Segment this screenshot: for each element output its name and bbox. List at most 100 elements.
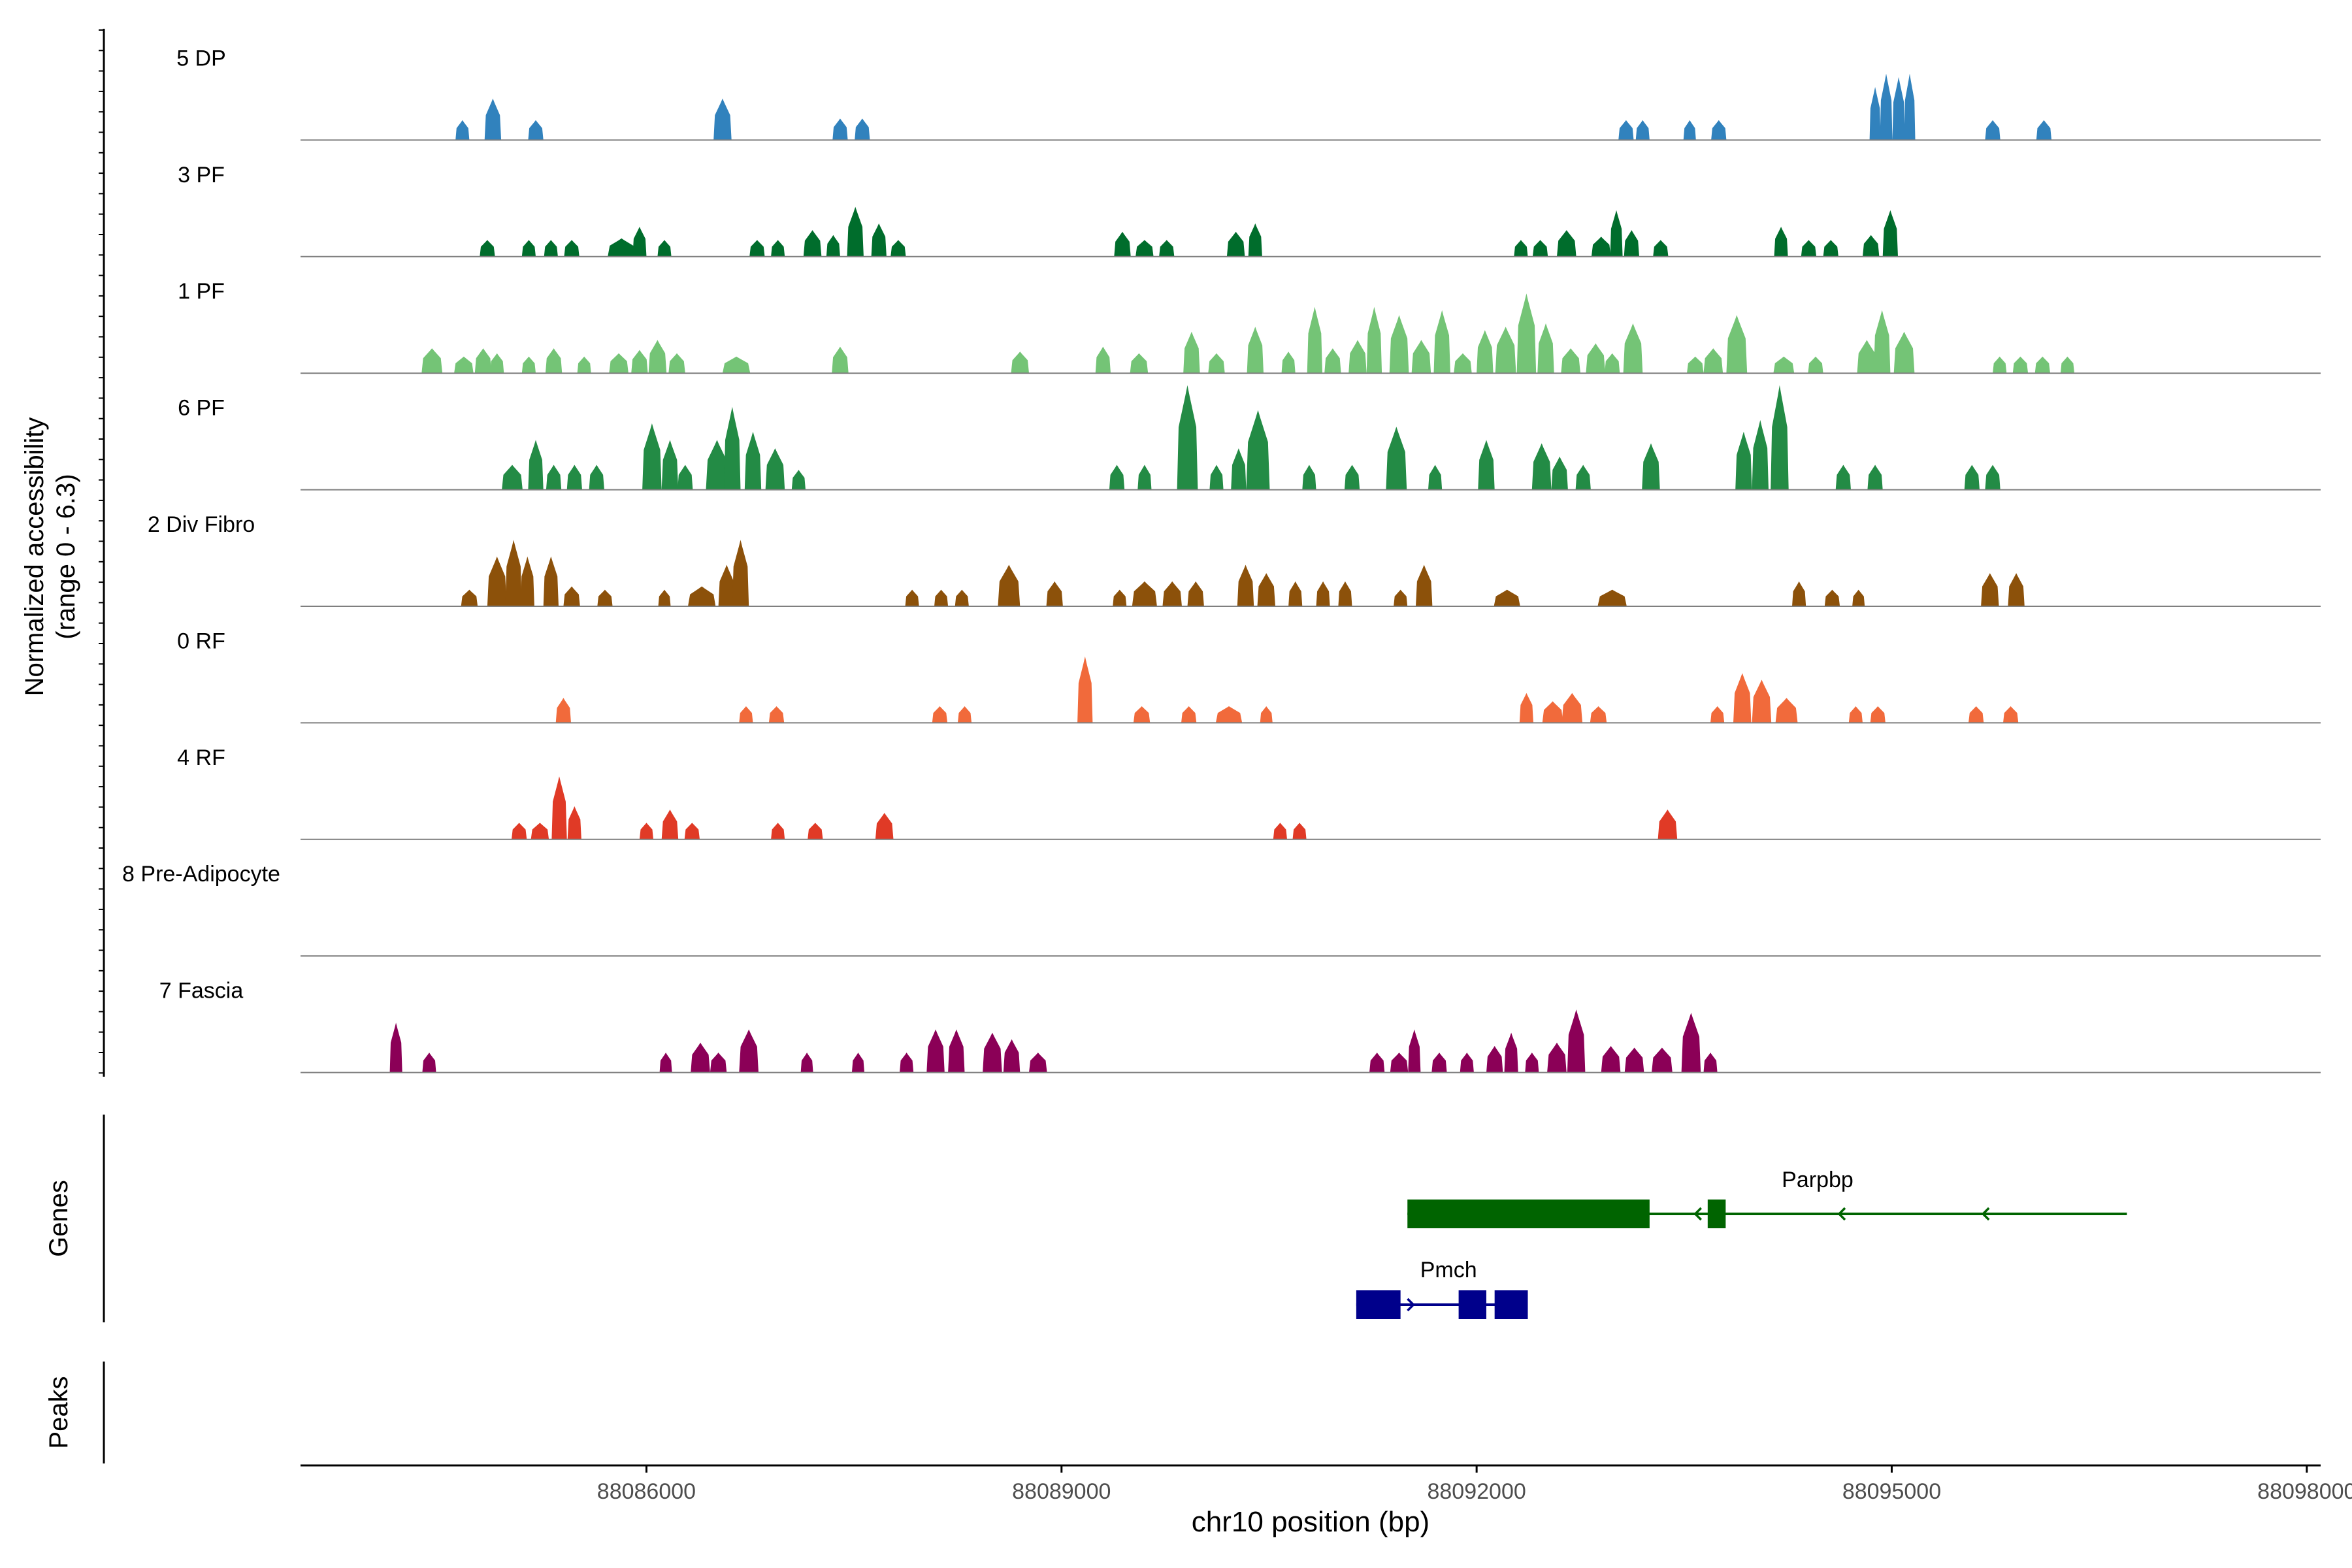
coverage-peak xyxy=(1882,210,1898,257)
coverage-peak xyxy=(1433,310,1450,374)
coverage-peak xyxy=(1537,323,1554,374)
coverage-peak xyxy=(484,98,502,140)
coverage-peak xyxy=(684,823,700,840)
coverage-peak xyxy=(713,98,732,140)
coverage-peak xyxy=(1824,589,1840,606)
coverage-peak xyxy=(1774,227,1788,257)
track-label: 0 RF xyxy=(177,629,225,653)
strand-arrow xyxy=(1837,1207,1846,1221)
coverage-peak xyxy=(875,813,894,840)
coverage-peak xyxy=(1658,809,1678,840)
coverage-peak xyxy=(1231,448,1247,490)
coverage-peak xyxy=(480,240,495,257)
coverage-peak xyxy=(958,706,972,723)
coverage-peak xyxy=(1652,1047,1673,1073)
coverage-peak xyxy=(648,340,667,374)
coverage-peak xyxy=(1095,346,1111,374)
coverage-peak xyxy=(1137,465,1152,490)
strand-arrow xyxy=(1981,1207,1990,1221)
coverage-peak xyxy=(461,589,478,606)
coverage-peak xyxy=(1390,1053,1409,1073)
coverage-peak xyxy=(1808,356,1823,374)
coverage-peak xyxy=(1623,323,1643,374)
coverage-peak xyxy=(632,227,647,257)
coverage-peak xyxy=(1519,693,1533,723)
x-tick-label: 88089000 xyxy=(1012,1479,1111,1504)
coverage-peak xyxy=(1411,340,1431,374)
coverage-peak xyxy=(803,230,822,257)
coverage-peak xyxy=(732,540,749,606)
coverage-peak xyxy=(1852,589,1865,606)
coverage-peak xyxy=(487,556,507,606)
coverage-peak xyxy=(1288,581,1303,606)
coverage-peak xyxy=(1681,1013,1701,1073)
coverage-peak xyxy=(1386,427,1407,490)
coverage-peak xyxy=(1369,1053,1385,1073)
coverage-peak xyxy=(926,1029,945,1073)
coverage-peak xyxy=(2036,120,2052,140)
coverage-peak xyxy=(1726,315,1748,374)
coverage-peak xyxy=(2034,356,2050,374)
coverage-peak xyxy=(1029,1053,1047,1073)
gene-pmch: Pmch xyxy=(1356,1258,1528,1319)
coverage-peak xyxy=(1733,673,1752,723)
coverage-peak xyxy=(1586,343,1606,374)
coverage-peak xyxy=(1226,231,1245,257)
coverage-peak xyxy=(1703,1053,1718,1073)
coverage-peak xyxy=(1542,701,1563,723)
coverage-peak xyxy=(502,465,523,490)
coverage-peak xyxy=(688,586,716,606)
coverage-peak xyxy=(528,120,544,140)
coverage-peak xyxy=(1324,348,1341,374)
coverage-peak xyxy=(1338,581,1352,606)
coverage-peak xyxy=(1624,1047,1644,1073)
y-axis-subtitle: (range 0 - 6.3) xyxy=(52,474,80,639)
coverage-peak xyxy=(1302,465,1316,490)
coverage-peak xyxy=(521,240,536,257)
track-label: 4 RF xyxy=(177,745,225,770)
track-label: 6 PF xyxy=(178,396,225,421)
coverage-peak xyxy=(983,1032,1002,1073)
coverage-peak xyxy=(1869,87,1881,140)
gene-label: Parpbp xyxy=(1782,1168,1854,1192)
coverage-peak xyxy=(768,706,785,723)
coverage-peak xyxy=(691,1042,710,1073)
coverage-peak xyxy=(1046,581,1063,606)
coverage-peak xyxy=(1567,1009,1586,1073)
coverage-peak xyxy=(566,465,582,490)
coverage-peak xyxy=(657,240,672,257)
coverage-peak xyxy=(1183,331,1200,374)
coverage-peak xyxy=(1848,706,1863,723)
coverage-peak xyxy=(505,540,522,606)
coverage-peak xyxy=(955,589,969,606)
coverage-peak xyxy=(855,118,870,140)
coverage-peak xyxy=(1591,237,1611,257)
x-axis-title: chr10 position (bp) xyxy=(1192,1506,1429,1538)
coverage-peak xyxy=(1880,73,1893,140)
coverage-peak xyxy=(564,240,580,257)
coverage-peak xyxy=(1187,581,1204,606)
coverage-peak xyxy=(1209,465,1224,490)
coverage-peak xyxy=(1130,353,1149,374)
coverage-peak xyxy=(2012,356,2029,374)
coverage-peak xyxy=(1428,465,1443,490)
gene-parpbp: Parpbp xyxy=(1407,1168,2127,1228)
coverage-peak xyxy=(1735,431,1752,490)
coverage-peak xyxy=(1307,306,1322,374)
coverage-peak xyxy=(1547,1042,1567,1073)
coverage-peak xyxy=(1514,240,1528,257)
coverage-peak xyxy=(718,564,735,606)
coverage-peak xyxy=(1389,315,1409,374)
coverage-peak xyxy=(1775,698,1798,723)
gene-exon xyxy=(1494,1290,1528,1319)
coverage-peak xyxy=(2003,706,2019,723)
coverage-peak xyxy=(639,823,653,840)
coverage-peak xyxy=(631,350,648,374)
coverage-peak xyxy=(567,806,581,840)
coverage-peak xyxy=(1687,356,1704,374)
coverage-peak xyxy=(744,431,762,490)
y-axis-title: Normalized accessibility xyxy=(20,417,49,696)
coverage-peak xyxy=(706,440,728,490)
coverage-peak xyxy=(832,346,849,374)
track-label: 8 Pre-Adipocyte xyxy=(122,862,280,887)
